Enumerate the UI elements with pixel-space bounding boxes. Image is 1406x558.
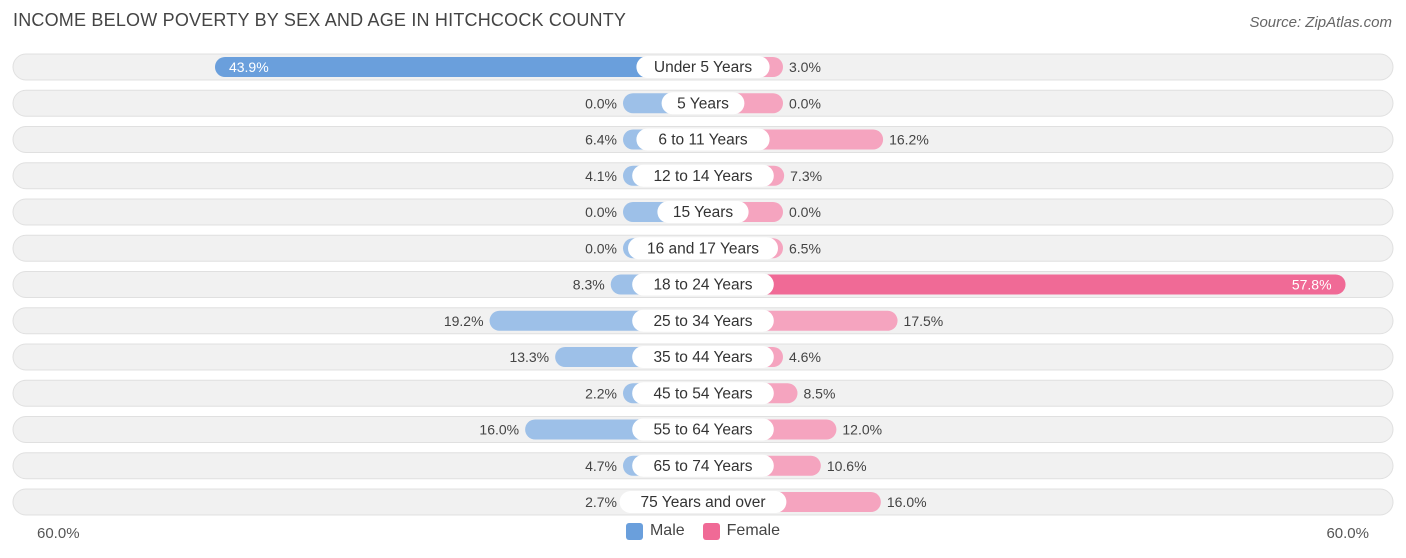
- value-label-male: 19.2%: [444, 313, 484, 329]
- category-label: 5 Years: [677, 95, 729, 112]
- value-label-female: 8.5%: [803, 385, 835, 401]
- value-label-male: 6.4%: [585, 132, 617, 148]
- axis-right-label: 60.0%: [1326, 525, 1369, 542]
- value-label-female: 10.6%: [827, 458, 867, 474]
- value-label-female: 3.0%: [789, 59, 821, 75]
- category-label: 25 to 34 Years: [653, 313, 752, 330]
- value-label-male: 0.0%: [585, 240, 617, 256]
- category-label-bg: [632, 164, 774, 187]
- value-label-female: 4.6%: [789, 349, 821, 365]
- category-label-bg: [632, 309, 774, 332]
- value-label-male: 43.9%: [229, 59, 269, 75]
- value-label-male: 4.1%: [585, 168, 617, 184]
- source-note: Source: ZipAtlas.com: [1249, 14, 1392, 31]
- category-label: 65 to 74 Years: [653, 458, 752, 475]
- axis-left-label: 60.0%: [37, 525, 80, 542]
- category-label: 35 to 44 Years: [653, 349, 752, 366]
- legend: Male Female: [0, 522, 1406, 540]
- category-label-bg: [632, 454, 774, 477]
- legend-item-female: Female: [702, 522, 781, 540]
- category-label: 15 Years: [673, 204, 734, 221]
- legend-label-male: Male: [649, 522, 685, 539]
- value-label-male: 13.3%: [509, 349, 549, 365]
- bar-female: [703, 274, 1346, 295]
- value-label-male: 0.0%: [585, 95, 617, 111]
- category-label-bg: [632, 382, 774, 405]
- value-label-male: 8.3%: [573, 277, 605, 293]
- value-label-male: 2.2%: [585, 385, 617, 401]
- value-label-female: 17.5%: [904, 313, 944, 329]
- value-label-male: 16.0%: [479, 422, 519, 438]
- category-label-bg: [636, 128, 770, 151]
- category-label-bg: [636, 56, 770, 78]
- category-label-bg: [628, 237, 778, 260]
- category-label-bg: [632, 418, 774, 441]
- chart-title: INCOME BELOW POVERTY BY SEX AND AGE IN H…: [13, 10, 627, 30]
- category-label-bg: [619, 491, 787, 513]
- legend-item-male: Male: [625, 522, 685, 540]
- value-label-female: 16.2%: [889, 132, 929, 148]
- value-label-male: 2.7%: [585, 494, 617, 510]
- value-label-female: 0.0%: [789, 204, 821, 220]
- category-label: 55 to 64 Years: [653, 422, 752, 439]
- value-label-male: 0.0%: [585, 204, 617, 220]
- legend-swatch-male: [625, 522, 643, 540]
- category-label: 18 to 24 Years: [653, 277, 752, 294]
- value-label-male: 4.7%: [585, 458, 617, 474]
- value-label-female: 16.0%: [887, 494, 927, 510]
- value-label-female: 7.3%: [790, 168, 822, 184]
- legend-swatch-female: [702, 522, 720, 540]
- value-label-female: 12.0%: [842, 422, 882, 438]
- value-label-female: 0.0%: [789, 95, 821, 111]
- category-label-bg: [657, 201, 749, 223]
- category-label-bg: [661, 92, 745, 115]
- category-label: 45 to 54 Years: [653, 385, 752, 402]
- category-label: 12 to 14 Years: [653, 168, 752, 185]
- category-label-bg: [632, 346, 774, 368]
- legend-label-female: Female: [726, 522, 781, 539]
- value-label-female: 6.5%: [789, 240, 821, 256]
- category-label: 16 and 17 Years: [647, 240, 759, 257]
- value-label-female: 57.8%: [1292, 277, 1332, 293]
- category-label: 6 to 11 Years: [658, 132, 748, 149]
- category-label: 75 Years and over: [641, 494, 766, 511]
- category-label: Under 5 Years: [654, 59, 752, 76]
- bar-male: [214, 57, 703, 77]
- category-label-bg: [632, 273, 774, 296]
